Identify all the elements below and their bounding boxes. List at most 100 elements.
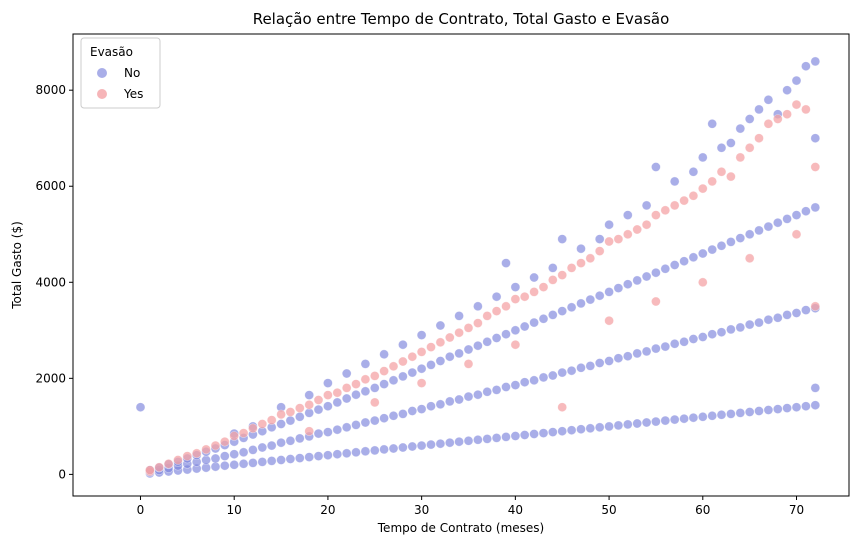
data-point-no-151 (547, 263, 558, 273)
data-point-no-238 (772, 404, 783, 414)
data-point-yes-15 (276, 409, 286, 420)
data-point-no-66 (323, 378, 333, 388)
data-point-no-138 (519, 430, 530, 440)
data-point-yes-84 (810, 301, 821, 312)
data-point-no-139 (519, 377, 530, 388)
data-point-no-155 (557, 234, 568, 244)
data-point-no-117 (463, 391, 474, 402)
data-point-no-240 (772, 217, 783, 228)
data-point-no-135 (510, 380, 521, 390)
x-axis: 0 10 20 30 40 50 60 70 (137, 496, 804, 517)
data-point-no-137 (510, 282, 521, 292)
data-point-no-224 (735, 233, 746, 243)
data-point-no-107 (435, 356, 446, 366)
data-point-no-23 (210, 461, 221, 472)
data-point-no-209 (697, 152, 708, 163)
data-point-yes-70 (791, 99, 802, 110)
data-point-yes-20 (323, 390, 333, 400)
data-point-no-134 (510, 431, 521, 441)
data-point-yes-33 (444, 332, 455, 343)
data-point-no-37 (248, 445, 258, 455)
data-point-yes-36 (473, 318, 483, 328)
data-point-no-236 (763, 221, 774, 232)
data-point-no-190 (651, 267, 661, 278)
data-point-no-197 (669, 260, 680, 270)
data-point-no-182 (632, 348, 643, 359)
data-point-no-249 (791, 75, 802, 86)
data-point-yes-45 (557, 270, 568, 280)
data-point-no-104 (426, 360, 436, 370)
data-point-no-40 (257, 457, 268, 467)
data-point-no-123 (482, 434, 493, 444)
data-point-no-144 (529, 272, 539, 283)
data-point-no-168 (594, 290, 605, 301)
data-point-no-62 (313, 404, 324, 415)
data-point-no-33 (238, 458, 249, 469)
data-point-yes-52 (622, 229, 633, 240)
data-point-no-136 (510, 325, 521, 336)
data-point-no-112 (454, 436, 464, 447)
x-tick-label: 70 (789, 503, 804, 517)
x-tick-label: 0 (137, 503, 145, 517)
data-point-no-222 (735, 408, 746, 418)
y-tick-label: 4000 (35, 275, 66, 289)
data-point-no-121 (473, 340, 483, 351)
data-point-yes-46 (566, 263, 577, 273)
data-point-yes-80 (651, 296, 661, 307)
data-point-no-74 (351, 447, 361, 458)
data-point-no-185 (641, 346, 652, 357)
data-point-no-251 (801, 305, 811, 315)
data-point-no-196 (669, 338, 680, 349)
data-point-no-61 (313, 428, 324, 439)
data-point-no-47 (276, 437, 286, 448)
data-point-no-59 (304, 390, 315, 400)
data-point-no-85 (379, 413, 389, 424)
legend-marker-yes (97, 89, 107, 99)
data-point-yes-59 (688, 191, 699, 201)
data-point-no-198 (669, 176, 680, 187)
data-point-yes-51 (613, 234, 624, 244)
data-point-no-176 (613, 283, 624, 293)
data-point-no-162 (576, 243, 586, 254)
data-point-no-79 (360, 386, 371, 397)
data-point-yes-64 (735, 152, 746, 163)
data-point-no-252 (801, 206, 811, 216)
data-point-yes-49 (594, 246, 605, 256)
data-point-yes-2 (154, 462, 164, 473)
data-point-no-60 (313, 451, 324, 461)
data-point-no-92 (398, 409, 408, 419)
data-point-yes-22 (341, 383, 352, 393)
data-point-no-114 (454, 348, 464, 359)
data-point-no-255 (810, 383, 821, 393)
data-point-no-250 (801, 401, 811, 412)
data-point-yes-6 (191, 448, 202, 459)
data-point-no-211 (707, 329, 718, 340)
data-point-no-70 (341, 448, 352, 459)
data-point-yes-31 (426, 342, 436, 352)
data-point-no-180 (622, 210, 633, 220)
data-point-no-141 (529, 429, 539, 439)
data-point-no-51 (285, 435, 296, 446)
data-point-no-188 (651, 416, 661, 427)
data-point-yes-43 (538, 282, 549, 292)
data-point-no-64 (323, 427, 333, 437)
data-point-yes-48 (585, 253, 596, 264)
data-point-no-242 (782, 403, 792, 413)
data-point-no-244 (782, 214, 792, 224)
data-point-no-220 (726, 237, 736, 247)
data-point-no-258 (810, 133, 821, 143)
data-point-no-44 (266, 440, 277, 451)
data-point-yes-35 (463, 323, 474, 333)
data-point-yes-39 (501, 301, 511, 312)
data-point-no-118 (463, 344, 474, 355)
data-point-no-132 (501, 329, 511, 340)
data-point-yes-77 (510, 339, 521, 350)
data-point-no-73 (341, 368, 352, 379)
data-point-no-227 (744, 319, 755, 330)
data-point-yes-83 (791, 229, 802, 240)
data-point-yes-26 (379, 366, 389, 376)
data-point-no-43 (266, 456, 277, 466)
data-point-no-68 (332, 424, 343, 435)
data-point-no-125 (482, 336, 493, 347)
data-point-no-247 (791, 308, 802, 318)
